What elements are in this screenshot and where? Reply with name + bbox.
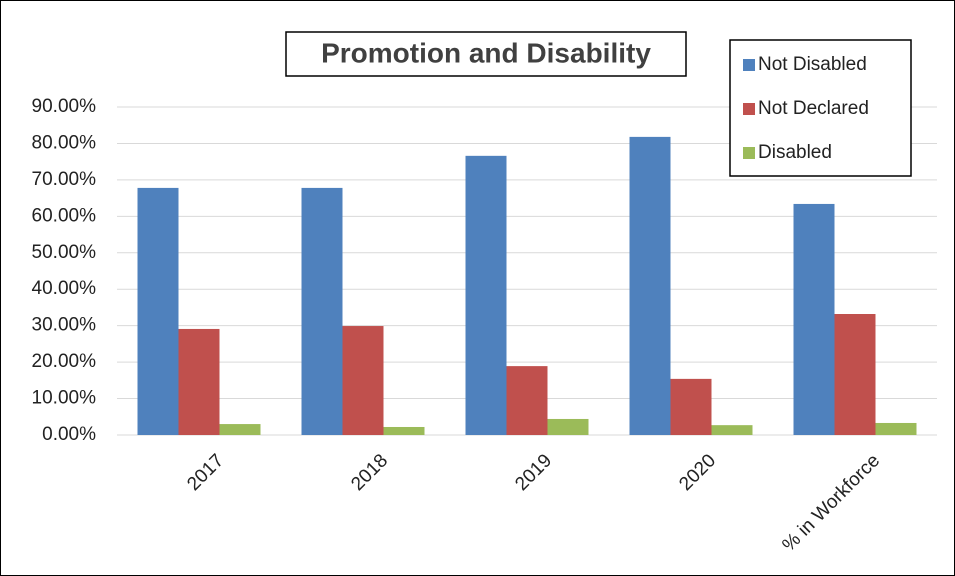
legend-label: Not Disabled [758, 54, 867, 75]
bar [219, 424, 261, 435]
y-tick-label: 10.00% [32, 388, 97, 409]
y-tick-label: 20.00% [32, 351, 97, 372]
bar [875, 422, 917, 435]
title-box [285, 31, 687, 77]
bar [670, 378, 712, 435]
legend-swatch [743, 103, 755, 115]
bar [834, 314, 876, 435]
bar [629, 136, 671, 435]
legend: Not Disabled Not Declared Disabled [729, 39, 912, 177]
bar [178, 328, 220, 435]
bar [301, 187, 343, 435]
bar [793, 203, 835, 435]
bar [465, 155, 507, 435]
legend-swatch [743, 147, 755, 159]
bar [506, 366, 548, 435]
y-tick-label: 30.00% [32, 315, 97, 336]
y-tick-label: 60.00% [32, 205, 97, 226]
y-tick-label: 90.00% [32, 96, 97, 117]
bar [383, 426, 425, 435]
bars [137, 136, 917, 435]
bar [711, 425, 753, 435]
legend-box [729, 39, 912, 177]
y-tick-label: 0.00% [42, 424, 96, 445]
legend-label: Not Declared [758, 98, 869, 119]
bar [137, 187, 179, 435]
y-tick-label: 50.00% [32, 242, 97, 263]
bar [547, 418, 589, 435]
legend-label: Disabled [758, 142, 832, 163]
bar [342, 326, 384, 435]
chart-title: Promotion and Disability [321, 37, 651, 68]
y-tick-label: 40.00% [32, 278, 97, 299]
legend-swatch [743, 59, 755, 71]
y-tick-label: 80.00% [32, 132, 97, 153]
y-tick-label: 70.00% [32, 169, 97, 190]
